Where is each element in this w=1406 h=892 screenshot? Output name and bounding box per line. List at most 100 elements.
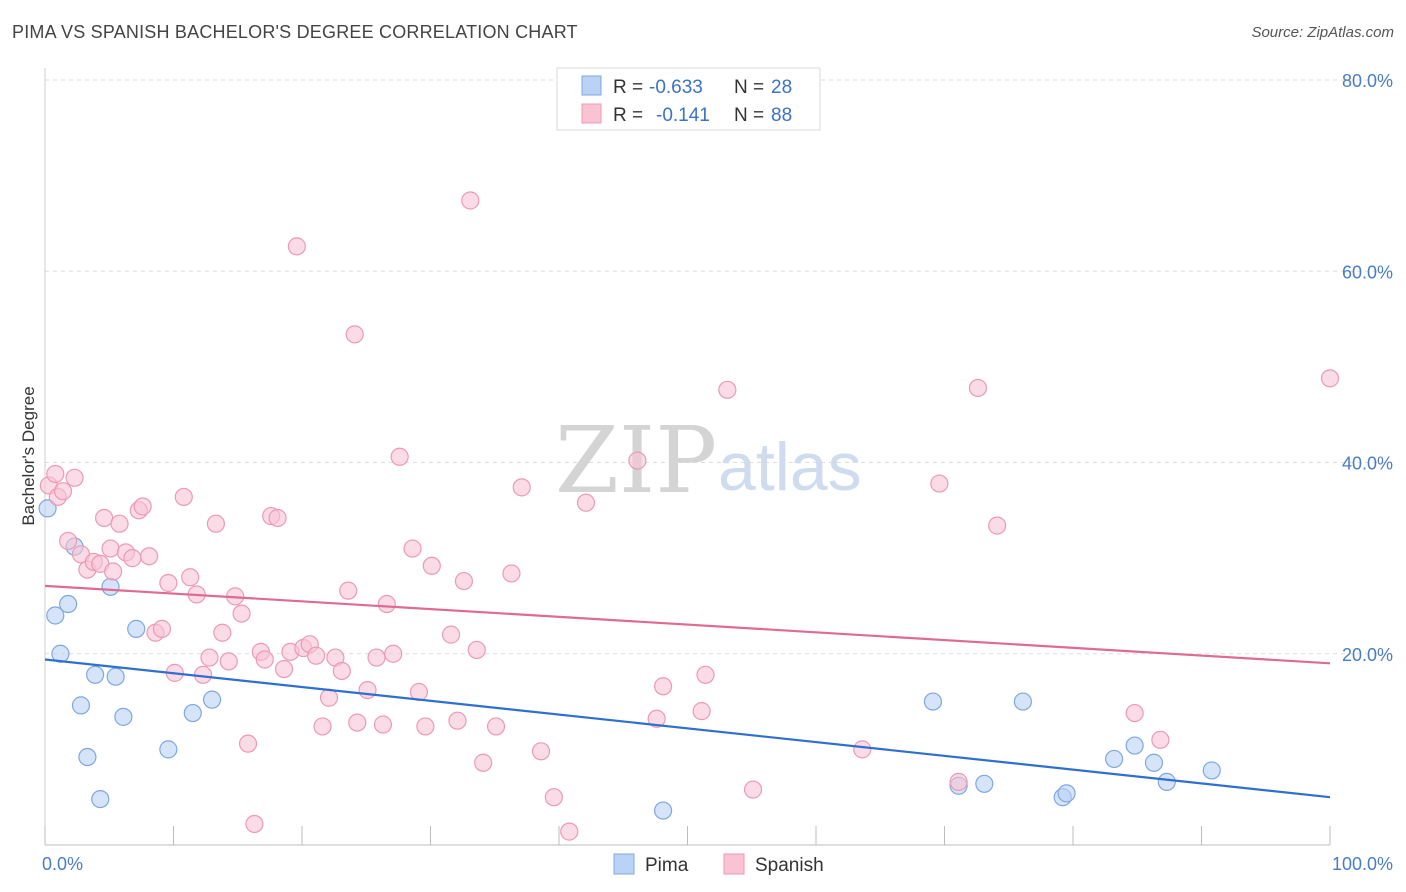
legend-pima-r-label: R = [613, 77, 643, 98]
legend: R = -0.633 N = 28 R = -0.141 N = 88 [556, 67, 821, 131]
pima-point-27 [1202, 761, 1221, 780]
legend-spanish-n-value: 88 [771, 105, 792, 126]
spanish-point-10 [95, 508, 114, 528]
grid-lines [45, 79, 1392, 655]
legend-spanish-swatch [581, 103, 602, 124]
spanish-point-49 [339, 581, 358, 600]
spanish-point-62 [441, 625, 461, 644]
spanish-point-84 [949, 772, 968, 791]
spanish-point-17 [133, 497, 152, 516]
spanish-point-34 [245, 814, 264, 834]
bottom-legend-pima-swatch [613, 853, 635, 875]
axes [44, 68, 1331, 846]
y-tick-label-60: 60.0% [1342, 262, 1393, 282]
spanish-point-68 [486, 717, 506, 736]
chart-title: PIMA VS SPANISH BACHELOR'S DEGREE CORREL… [12, 22, 578, 42]
spanish-point-48 [332, 661, 351, 681]
spanish-point-20 [152, 619, 172, 638]
spanish-point-51 [348, 713, 367, 732]
pima-point-19 [975, 774, 994, 793]
data-points [38, 191, 1340, 841]
pima-point-6 [78, 747, 97, 767]
spanish-point-76 [647, 709, 666, 728]
spanish-point-38 [268, 508, 287, 528]
spanish-point-32 [232, 604, 251, 623]
spanish-point-46 [319, 688, 339, 707]
spanish-point-39 [274, 659, 294, 679]
tick-labels: 20.0% 40.0% 60.0% 80.0% 0.0% 100.0% [42, 71, 1393, 874]
spanish-point-33 [238, 734, 258, 753]
pima-point-7 [86, 665, 105, 684]
x-tick-label-0: 0.0% [42, 854, 83, 874]
spanish-point-71 [531, 742, 551, 761]
bottom-legend-spanish-swatch [723, 853, 745, 875]
pima-point-14 [183, 703, 202, 723]
spanish-point-44 [307, 646, 326, 665]
spanish-point-70 [512, 478, 531, 497]
pima-point-13 [159, 740, 178, 759]
spanish-point-28 [206, 514, 226, 533]
spanish-point-36 [255, 650, 274, 669]
spanish-point-61 [422, 556, 441, 575]
pima-point-11 [114, 707, 133, 726]
spanish-point-50 [345, 325, 364, 344]
pima-point-22 [1057, 784, 1076, 803]
bottom-legend: Pima Spanish [613, 853, 824, 876]
spanish-point-89 [1320, 369, 1340, 388]
spanish-point-30 [219, 652, 238, 671]
spanish-point-88 [1151, 730, 1170, 749]
pima-point-3 [59, 594, 78, 614]
pima-point-15 [202, 690, 222, 709]
spanish-point-21 [159, 573, 178, 593]
legend-pima-n-label: N = [734, 77, 764, 98]
spanish-point-12 [104, 562, 123, 581]
spanish-point-57 [390, 447, 409, 466]
bottom-legend-pima-label: Pima [645, 855, 689, 876]
pima-point-1 [46, 606, 65, 625]
watermark: ZIP atlas [555, 407, 862, 514]
spanish-point-74 [576, 493, 596, 512]
spanish-point-27 [200, 648, 219, 667]
spanish-point-54 [373, 715, 393, 734]
y-tick-label-20: 20.0% [1342, 645, 1393, 665]
spanish-point-65 [461, 191, 480, 210]
spanish-point-29 [213, 623, 232, 642]
spanish-point-13 [110, 514, 129, 533]
chart-source: Source: ZipAtlas.com [1251, 24, 1394, 41]
spanish-point-64 [454, 571, 474, 591]
spanish-point-85 [968, 378, 988, 398]
spanish-point-73 [560, 822, 579, 841]
legend-spanish-n-label: N = [734, 105, 764, 126]
x-tick-label-100: 100.0% [1332, 854, 1393, 874]
y-axis-label: Bachelor's Degree [19, 386, 38, 525]
spanish-point-15 [123, 549, 142, 568]
pima-point-8 [91, 789, 110, 809]
spanish-point-77 [653, 677, 673, 696]
pima-point-23 [1105, 749, 1124, 769]
pima-point-16 [653, 801, 673, 820]
pima-point-5 [71, 696, 91, 715]
spanish-point-63 [448, 711, 467, 730]
spanish-point-82 [853, 740, 872, 759]
spanish-point-79 [696, 665, 715, 684]
y-tick-label-80: 80.0% [1342, 71, 1393, 91]
legend-spanish-r-value: -0.141 [656, 105, 710, 126]
bottom-legend-spanish-label: Spanish [755, 855, 824, 876]
legend-pima-n-value: 28 [771, 77, 792, 98]
spanish-point-4 [59, 531, 78, 551]
spanish-point-24 [181, 568, 200, 587]
pima-point-24 [1125, 736, 1144, 755]
spanish-point-23 [174, 487, 193, 507]
legend-spanish-r-label: R = [613, 105, 643, 126]
legend-pima-swatch [581, 75, 602, 96]
spanish-point-3 [53, 482, 73, 501]
spanish-point-55 [377, 594, 396, 614]
pima-point-10 [106, 667, 125, 686]
spanish-point-67 [474, 753, 493, 772]
pima-point-20 [1013, 692, 1032, 711]
spanish-point-81 [743, 780, 763, 799]
spanish-point-75 [628, 451, 647, 470]
pima-point-0 [38, 499, 57, 518]
spanish-point-56 [384, 644, 403, 663]
